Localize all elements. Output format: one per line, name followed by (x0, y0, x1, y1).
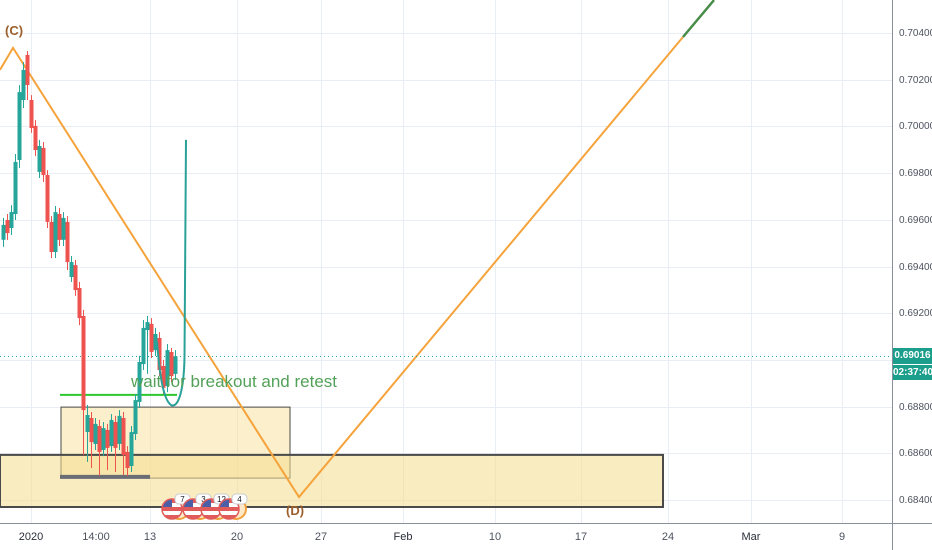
candle-body (61, 217, 66, 240)
candle-body (121, 418, 126, 455)
time-axis-label: 24 (661, 531, 675, 543)
note-drawing[interactable]: wait for breakout and retest (131, 372, 338, 391)
candle-body (57, 214, 62, 240)
time-axis-label: 9 (838, 531, 846, 543)
candle-body (89, 418, 94, 443)
time-axis-label: 10 (488, 531, 502, 543)
candle-body (93, 423, 98, 444)
price-axis-label: 0.69400 (899, 261, 932, 273)
candle-body (109, 419, 114, 447)
candle-body (133, 400, 138, 434)
candle-body (77, 288, 82, 319)
price-axis[interactable]: 0.70400 0.70200 0.70000 0.69800 0.69600 0.694… (893, 0, 932, 523)
pattern-label-d[interactable]: (D) (286, 503, 305, 518)
candle-body (153, 334, 158, 351)
green-trendline[interactable] (682, 0, 715, 38)
time-axis-label: Feb (393, 531, 413, 543)
candle-body (141, 327, 146, 365)
curve-drawing[interactable] (156, 139, 187, 407)
time-axis-label: 27 (314, 531, 328, 543)
svg-text:4: 4 (237, 495, 242, 504)
candle-body (157, 338, 162, 370)
price-axis-label: 0.68600 (899, 448, 932, 460)
candle-body (33, 125, 38, 150)
time-axis[interactable]: 2020 14:00 13 20 27 Feb 10 17 24 Mar 9 (0, 524, 892, 550)
price-axis-label: 0.68800 (899, 401, 932, 413)
candle-body (17, 92, 22, 160)
price-axis-separator (892, 0, 893, 550)
event-marker[interactable]: 4 (218, 493, 248, 520)
axis-corner (893, 524, 932, 550)
candle-body (161, 366, 166, 388)
candle-body (173, 356, 178, 374)
candle-body (101, 428, 106, 450)
candle-body (73, 265, 78, 291)
candle-body (125, 451, 130, 468)
candle-body (97, 426, 102, 452)
candle-body (1, 224, 6, 240)
candle-body (5, 220, 10, 234)
candle-body (129, 432, 134, 466)
time-axis-label: 2020 (18, 531, 44, 543)
pattern-label-c[interactable]: (C) (5, 23, 24, 38)
candle-body (25, 54, 30, 85)
candle-body (113, 422, 118, 448)
candle-body (45, 175, 50, 222)
price-axis-label: 0.69200 (899, 308, 932, 320)
price-axis-label: 0.70200 (899, 74, 932, 86)
zone-rectangle[interactable] (0, 453, 664, 508)
price-axis-label: 0.68400 (899, 495, 932, 506)
candle-body (37, 146, 42, 172)
price-axis-label: 0.69800 (899, 168, 932, 180)
pattern-trendline[interactable] (0, 36, 684, 499)
svg-text:7: 7 (180, 495, 185, 504)
candle-body (13, 161, 18, 214)
price-axis-label: 0.69600 (899, 214, 932, 226)
time-axis-label: 14:00 (82, 531, 110, 543)
time-axis-label: 13 (143, 531, 157, 543)
candle-body (21, 69, 26, 100)
candle-body (117, 415, 122, 444)
candle-body (81, 316, 86, 411)
time-axis-label: Mar (741, 531, 761, 543)
candle-body (149, 323, 154, 352)
candle-body (65, 221, 70, 263)
candle-body (53, 212, 58, 252)
svg-text:3: 3 (201, 495, 206, 504)
time-axis-label: 20 (230, 531, 244, 543)
candle-body (137, 362, 142, 402)
bar-countdown-badge: 02:37:40 (893, 365, 932, 381)
current-price-badge: 0.69016 (893, 348, 932, 365)
candle-body (69, 262, 74, 277)
svg-text:12: 12 (217, 495, 226, 504)
candle-body (49, 221, 54, 252)
candle-body (85, 415, 90, 432)
candle-body (9, 212, 14, 228)
candle-body (105, 429, 110, 448)
candle-body (165, 350, 170, 387)
price-axis-label: 0.70000 (899, 121, 932, 133)
candle-body (29, 100, 34, 128)
candle-body (145, 322, 150, 330)
price-axis-label: 0.70400 (899, 28, 932, 39)
time-axis-label: 17 (574, 531, 588, 543)
candle-body (41, 147, 46, 175)
time-axis-separator (0, 523, 932, 524)
candle-body (169, 352, 174, 377)
